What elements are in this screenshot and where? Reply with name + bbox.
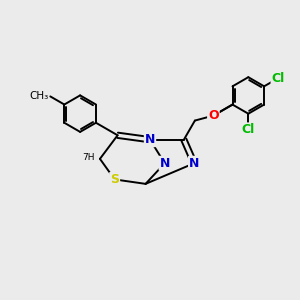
Text: Cl: Cl: [272, 72, 285, 85]
Text: CH₃: CH₃: [30, 92, 49, 101]
Text: Cl: Cl: [242, 123, 255, 136]
Text: O: O: [208, 109, 219, 122]
Text: N: N: [145, 133, 155, 146]
Text: 7H: 7H: [82, 153, 94, 162]
Text: N: N: [160, 157, 170, 170]
Text: N: N: [189, 157, 200, 170]
Text: S: S: [110, 173, 119, 186]
